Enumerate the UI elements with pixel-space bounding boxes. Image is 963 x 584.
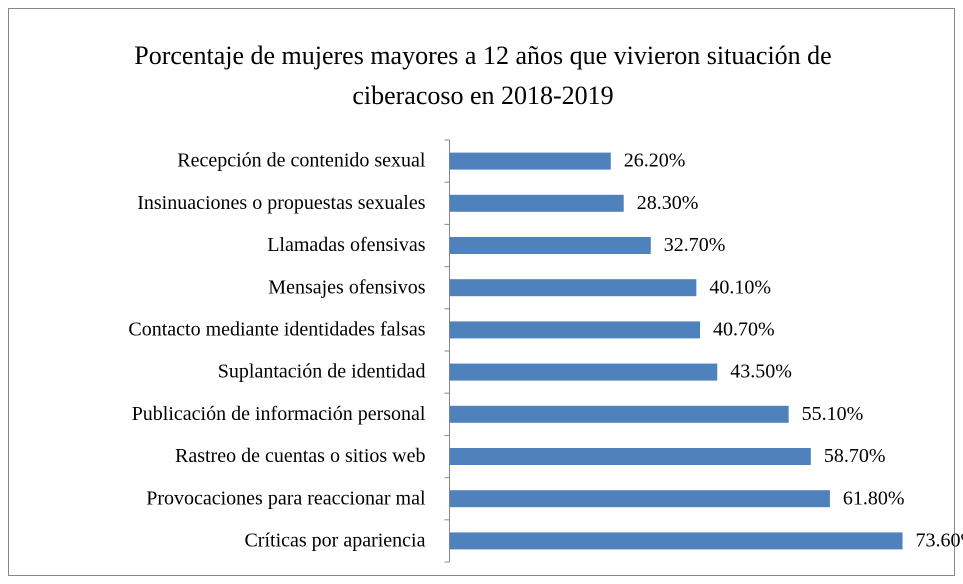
data-label: 73.60% bbox=[916, 529, 963, 551]
y-tick-label: Contacto mediante identidades falsas bbox=[128, 318, 425, 340]
y-tick-label: Publicación de información personal bbox=[132, 403, 426, 425]
y-tick-label: Rastreo de cuentas o sitios web bbox=[175, 445, 426, 467]
bar bbox=[449, 194, 624, 212]
y-tick-label: Recepción de contenido sexual bbox=[177, 150, 426, 172]
bar bbox=[449, 532, 903, 550]
bar bbox=[449, 152, 611, 170]
data-label: 26.20% bbox=[624, 150, 686, 172]
data-label: 40.10% bbox=[709, 276, 771, 298]
bar bbox=[449, 448, 811, 465]
y-tick-label: Insinuaciones o propuestas sexuales bbox=[137, 192, 425, 214]
data-label: 55.10% bbox=[802, 403, 864, 425]
chart-title: Porcentaje de mujeres mayores a 12 años … bbox=[134, 41, 832, 110]
data-label: 61.80% bbox=[843, 487, 905, 509]
bar bbox=[449, 405, 789, 423]
bar bbox=[449, 490, 830, 508]
data-label: 32.70% bbox=[664, 234, 726, 256]
data-label: 28.30% bbox=[637, 192, 699, 214]
y-tick-label: Provocaciones para reaccionar mal bbox=[146, 487, 426, 509]
y-tick-label: Críticas por apariencia bbox=[244, 529, 425, 551]
data-label: 43.50% bbox=[730, 361, 792, 383]
y-tick-label: Suplantación de identidad bbox=[218, 361, 426, 383]
data-label: 58.70% bbox=[824, 445, 886, 467]
y-tick-label: Mensajes ofensivos bbox=[268, 276, 425, 298]
bar bbox=[449, 321, 701, 339]
y-tick-label: Llamadas ofensivas bbox=[267, 234, 425, 256]
bar bbox=[449, 279, 697, 297]
data-label: 40.70% bbox=[713, 318, 775, 340]
bar bbox=[449, 237, 651, 254]
bar bbox=[449, 363, 718, 381]
